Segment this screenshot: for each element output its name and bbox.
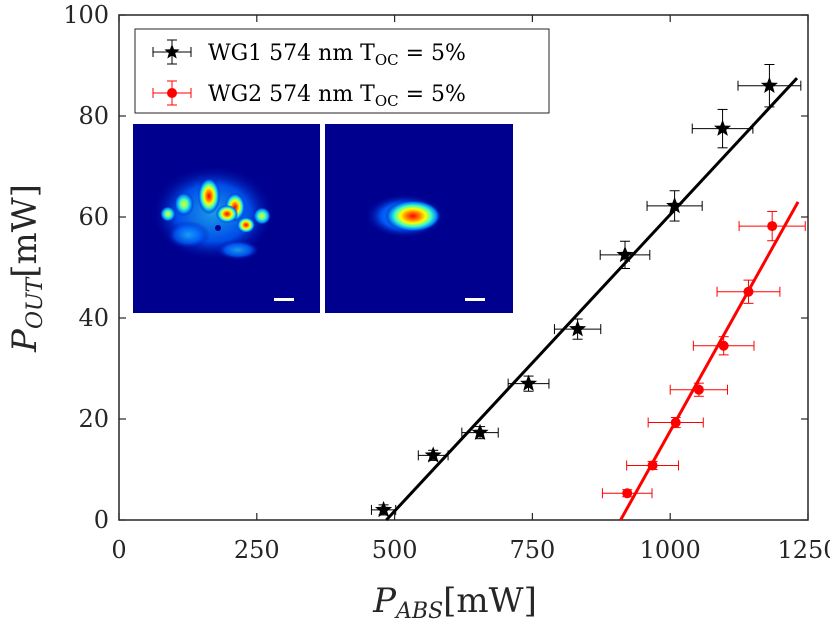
circle-marker xyxy=(718,340,729,351)
y-tick-label: 100 xyxy=(63,1,109,29)
data-point-series-1 xyxy=(461,423,499,440)
data-point-series-1 xyxy=(691,108,754,149)
data-point-series-2 xyxy=(716,279,781,304)
y-tick-label: 80 xyxy=(78,102,109,130)
star-marker xyxy=(520,374,538,391)
legend-entry-wg2: WG2 574 nm TOC = 5% xyxy=(152,80,466,110)
y-tick-label: 0 xyxy=(94,506,109,534)
x-tick-label: 250 xyxy=(234,536,280,564)
legend-wg2-circle-marker xyxy=(167,88,177,98)
data-point-series-1 xyxy=(553,318,602,340)
legend-wg2-label: WG2 574 nm TOC = 5% xyxy=(208,82,466,110)
y-axis-label: POUT[mW] xyxy=(5,184,48,353)
data-point-series-1 xyxy=(417,446,449,463)
star-marker xyxy=(666,196,684,214)
x-axis-label-unit: [mW] xyxy=(443,581,537,621)
star-marker xyxy=(424,446,442,463)
y-axis-label-unit: [mW] xyxy=(5,184,45,278)
y-tick-label: 40 xyxy=(78,304,109,332)
y-tick-label: 60 xyxy=(78,203,109,231)
x-axis-label-sub: ABS xyxy=(394,599,443,623)
scale-bar-left xyxy=(274,298,294,301)
legend-wg1-sub: OC xyxy=(375,51,399,69)
legend-entry-wg1: WG1 574 nm TOC = 5% xyxy=(152,39,466,69)
data-point-series-1 xyxy=(646,190,703,222)
data-point-series-2 xyxy=(601,488,653,499)
legend-wg1-star-marker xyxy=(164,44,180,59)
data-point-series-2 xyxy=(647,416,704,429)
legend-wg2-tail: = 5% xyxy=(399,82,466,107)
inset xyxy=(133,124,513,313)
star-marker xyxy=(471,423,489,440)
star-marker xyxy=(714,119,732,136)
scale-bar-right xyxy=(465,298,485,301)
data-point-series-2 xyxy=(738,210,806,242)
inset-divider xyxy=(320,124,325,313)
beam-profile-multimode xyxy=(151,165,275,261)
legend-wg1-label: WG1 574 nm TOC = 5% xyxy=(208,41,466,69)
data-point-series-1 xyxy=(599,240,651,270)
y-axis: 0 20 40 60 80 100 xyxy=(63,1,808,534)
star-marker xyxy=(616,245,634,263)
x-tick-label: 500 xyxy=(372,536,418,564)
legend: WG1 574 nm TOC = 5% WG2 574 nm TOC = 5% xyxy=(134,28,550,114)
data-point-series-2 xyxy=(669,382,729,397)
x-tick-label: 1000 xyxy=(640,536,701,564)
y-axis-label-sub: OUT xyxy=(23,275,48,329)
circle-marker xyxy=(622,488,633,499)
star-marker xyxy=(569,320,587,337)
y-tick-label: 20 xyxy=(78,405,109,433)
circle-marker xyxy=(670,417,681,428)
star-marker xyxy=(375,500,393,518)
data-point-series-1 xyxy=(507,374,550,392)
legend-wg2-sub: OC xyxy=(375,92,399,110)
fit-line-series-1 xyxy=(385,77,799,522)
x-axis-label: PABS[mW] xyxy=(372,581,537,623)
x-tick-label: 0 xyxy=(111,536,126,564)
circle-marker xyxy=(647,460,658,471)
beam-profile-gaussian xyxy=(365,194,445,238)
legend-wg1-tail: = 5% xyxy=(399,41,466,66)
data-point-series-1 xyxy=(370,500,397,518)
circle-marker xyxy=(743,286,754,297)
legend-box xyxy=(134,28,550,114)
data-point-series-2 xyxy=(692,336,755,356)
data-points xyxy=(370,63,806,518)
circle-marker xyxy=(767,221,778,232)
x-tick-label: 750 xyxy=(509,536,555,564)
star-marker xyxy=(760,76,778,93)
data-point-series-1 xyxy=(737,63,802,108)
circle-marker xyxy=(693,384,704,395)
data-point-series-2 xyxy=(626,460,679,471)
